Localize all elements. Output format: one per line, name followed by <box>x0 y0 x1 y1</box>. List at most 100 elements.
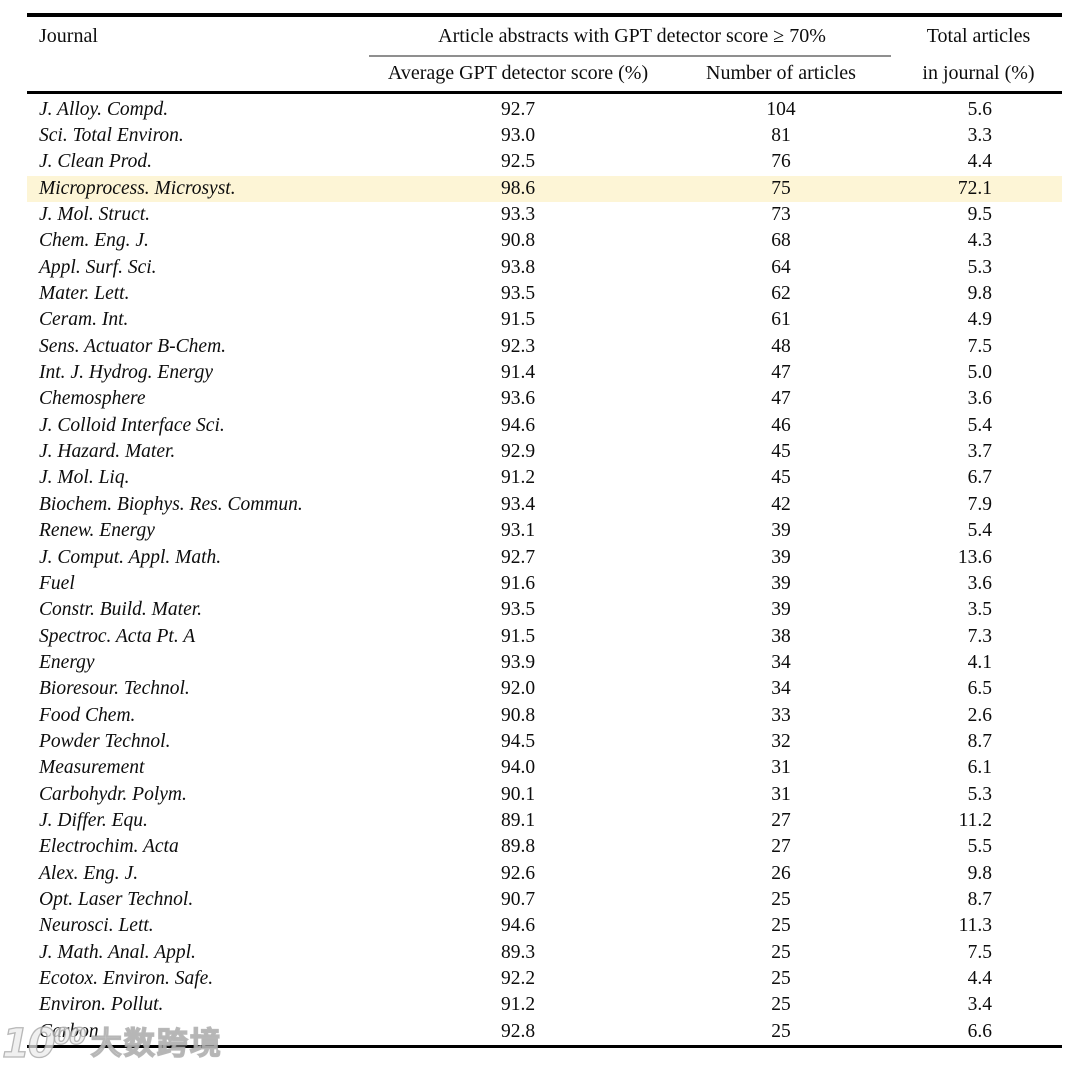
journal-cell: Carbon <box>39 1020 99 1042</box>
score-cell: 91.5 <box>500 625 536 647</box>
articles-cell: 75 <box>771 177 791 199</box>
articles-cell: 39 <box>771 599 791 621</box>
score-cell: 98.6 <box>500 177 536 199</box>
total-cell: 3.3 <box>967 125 992 147</box>
column-header-number-of-articles: Number of articles <box>706 62 856 84</box>
articles-cell: 25 <box>771 915 791 937</box>
journal-cell: J. Comput. Appl. Math. <box>39 546 222 568</box>
table-top-rule <box>27 13 1062 17</box>
journal-cell: J. Mol. Struct. <box>39 204 151 226</box>
total-cell: 5.6 <box>967 98 992 120</box>
articles-cell: 64 <box>771 256 791 278</box>
journal-cell: J. Colloid Interface Sci. <box>39 414 225 436</box>
table-row: J. Alloy. Compd. 92.7 104 5.6 <box>27 97 1062 123</box>
score-cell: 91.2 <box>500 994 536 1016</box>
articles-cell: 27 <box>771 809 791 831</box>
column-header-total-line2: in journal (%) <box>922 62 1035 84</box>
total-cell: 2.6 <box>967 704 992 726</box>
table-header-row-2: Average GPT detector score (%) Number of… <box>27 57 1062 91</box>
total-cell: 7.3 <box>967 625 992 647</box>
articles-cell: 25 <box>771 888 791 910</box>
journal-cell: J. Mol. Liq. <box>39 467 130 489</box>
articles-cell: 47 <box>771 362 791 384</box>
journal-cell: Sens. Actuator B-Chem. <box>39 335 227 357</box>
total-cell: 13.6 <box>957 546 992 568</box>
articles-cell: 34 <box>771 678 791 700</box>
total-cell: 7.5 <box>967 941 992 963</box>
articles-cell: 31 <box>771 757 791 779</box>
table-row: Fuel 91.6 39 3.6 <box>27 571 1062 597</box>
journal-cell: Powder Technol. <box>39 730 171 752</box>
journal-cell: Opt. Laser Technol. <box>39 888 194 910</box>
score-cell: 93.0 <box>500 125 536 147</box>
table-row: Sens. Actuator B-Chem. 92.3 48 7.5 <box>27 334 1062 360</box>
total-cell: 5.0 <box>967 362 992 384</box>
journal-cell: Ceram. Int. <box>39 309 129 331</box>
table-row: Opt. Laser Technol. 90.7 25 8.7 <box>27 887 1062 913</box>
table-row: Measurement 94.0 31 6.1 <box>27 755 1062 781</box>
score-cell: 91.2 <box>500 467 536 489</box>
table-row: Ecotox. Environ. Safe. 92.2 25 4.4 <box>27 966 1062 992</box>
score-cell: 89.1 <box>500 809 536 831</box>
score-cell: 90.7 <box>500 888 536 910</box>
total-cell: 6.1 <box>967 757 992 779</box>
articles-cell: 42 <box>771 493 791 515</box>
journal-cell: Appl. Surf. Sci. <box>39 256 157 278</box>
articles-cell: 38 <box>771 625 791 647</box>
total-cell: 5.4 <box>967 414 992 436</box>
table-row: Energy 93.9 34 4.1 <box>27 650 1062 676</box>
journal-cell: J. Math. Anal. Appl. <box>39 941 196 963</box>
table-row: J. Math. Anal. Appl. 89.3 25 7.5 <box>27 940 1062 966</box>
score-cell: 93.4 <box>500 493 536 515</box>
table-row: J. Differ. Equ. 89.1 27 11.2 <box>27 808 1062 834</box>
score-cell: 94.6 <box>500 915 536 937</box>
score-cell: 94.5 <box>500 730 536 752</box>
table-row: Int. J. Hydrog. Energy 91.4 47 5.0 <box>27 360 1062 386</box>
articles-cell: 33 <box>771 704 791 726</box>
journal-cell: Microprocess. Microsyst. <box>39 177 236 199</box>
articles-cell: 104 <box>766 98 796 120</box>
table-row: Appl. Surf. Sci. 93.8 64 5.3 <box>27 255 1062 281</box>
total-cell: 4.1 <box>967 651 992 673</box>
journal-cell: Mater. Lett. <box>39 283 130 305</box>
total-cell: 5.4 <box>967 520 992 542</box>
table-row: Bioresour. Technol. 92.0 34 6.5 <box>27 676 1062 702</box>
total-cell: 11.3 <box>958 915 992 937</box>
table-row: Mater. Lett. 93.5 62 9.8 <box>27 281 1062 307</box>
total-cell: 3.6 <box>967 388 992 410</box>
table-row: Food Chem. 90.8 33 2.6 <box>27 702 1062 728</box>
table-row: J. Mol. Liq. 91.2 45 6.7 <box>27 465 1062 491</box>
score-cell: 93.5 <box>500 599 536 621</box>
articles-cell: 39 <box>771 520 791 542</box>
total-cell: 3.4 <box>967 994 992 1016</box>
articles-cell: 25 <box>771 994 791 1016</box>
score-cell: 90.1 <box>500 783 536 805</box>
journal-cell: Food Chem. <box>39 704 136 726</box>
articles-cell: 45 <box>771 441 791 463</box>
score-cell: 94.6 <box>500 414 536 436</box>
total-cell: 5.3 <box>967 256 992 278</box>
articles-cell: 46 <box>771 414 791 436</box>
score-cell: 91.4 <box>500 362 536 384</box>
journal-cell: Chem. Eng. J. <box>39 230 149 252</box>
table-mid-rule <box>27 90 1062 94</box>
articles-cell: 39 <box>771 546 791 568</box>
journal-cell: Fuel <box>39 572 75 594</box>
articles-cell: 31 <box>771 783 791 805</box>
articles-cell: 39 <box>771 572 791 594</box>
table-row: Sci. Total Environ. 93.0 81 3.3 <box>27 123 1062 149</box>
journal-cell: Sci. Total Environ. <box>39 125 184 147</box>
table-row: J. Hazard. Mater. 92.9 45 3.7 <box>27 439 1062 465</box>
journal-cell: Biochem. Biophys. Res. Commun. <box>39 493 303 515</box>
journal-cell: Environ. Pollut. <box>39 994 164 1016</box>
journal-cell: Energy <box>39 651 95 673</box>
table-row: Spectroc. Acta Pt. A 91.5 38 7.3 <box>27 623 1062 649</box>
score-cell: 93.3 <box>500 204 536 226</box>
total-cell: 11.2 <box>958 809 992 831</box>
articles-cell: 26 <box>771 862 791 884</box>
articles-cell: 61 <box>771 309 791 331</box>
total-cell: 6.5 <box>967 678 992 700</box>
column-header-total-line1: Total articles <box>926 25 1031 47</box>
table-row: Microprocess. Microsyst. 98.6 75 72.1 <box>27 175 1062 202</box>
